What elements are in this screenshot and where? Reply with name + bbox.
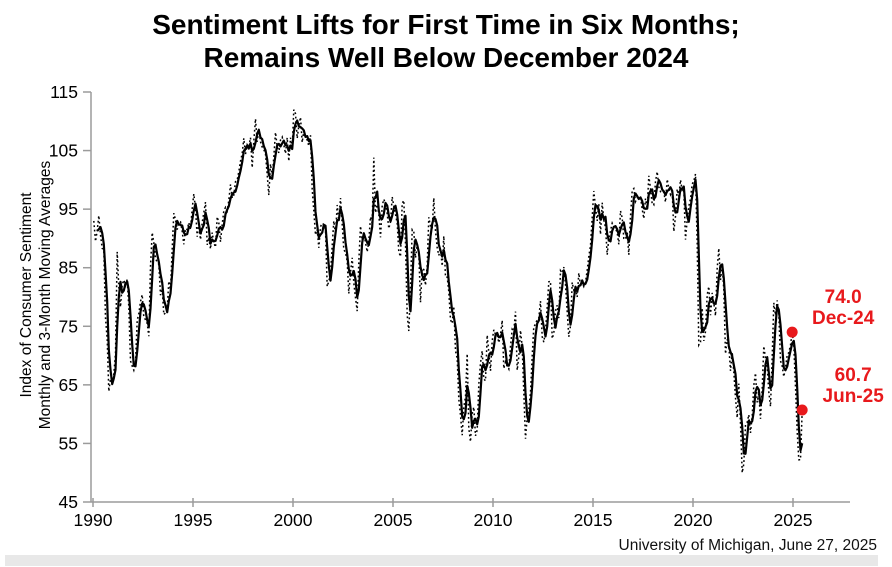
x-tick-label: 2020: [674, 510, 713, 530]
x-tick-label: 2015: [574, 510, 613, 530]
y-tick-label: 85: [59, 258, 78, 278]
bottom-gray-strip: [5, 555, 878, 566]
annotation-marker-jun-25: [796, 404, 808, 416]
chart-title-line1: Sentiment Lifts for First Time in Six Mo…: [152, 9, 740, 40]
annotation-jun-25: 60.7 Jun-25: [816, 365, 890, 407]
x-tick-label: 2010: [474, 510, 513, 530]
y-tick-label: 105: [49, 141, 78, 161]
x-tick-label: 1990: [74, 510, 113, 530]
annotation-dec-24: 74.0 Dec-24: [806, 287, 880, 329]
x-tick-label: 2005: [374, 510, 413, 530]
y-tick-label: 75: [59, 316, 78, 336]
x-tick-label: 2025: [774, 510, 813, 530]
x-tick-label: 2000: [274, 510, 313, 530]
annotation-dec-24-label: Dec-24: [811, 308, 875, 330]
annotation-marker-dec-24: [786, 326, 798, 338]
y-tick-label: 65: [59, 375, 78, 395]
moving-average-line: [96, 119, 804, 455]
y-tick-label: 55: [59, 433, 78, 453]
annotation-jun-25-value: 60.7: [834, 365, 872, 387]
source-attribution: University of Michigan, June 27, 2025: [618, 537, 877, 554]
y-tick-label: 115: [50, 82, 78, 102]
monthly-series-line: [93, 109, 803, 473]
y-tick-label: 45: [59, 492, 78, 512]
chart-title-line2: Remains Well Below December 2024: [203, 42, 689, 73]
annotation-dec-24-value: 74.0: [824, 287, 862, 309]
chart-title: Sentiment Lifts for First Time in Six Mo…: [0, 8, 892, 74]
annotation-jun-25-label: Jun-25: [822, 386, 884, 408]
y-tick-label: 95: [59, 199, 78, 219]
x-tick-label: 1995: [174, 510, 213, 530]
